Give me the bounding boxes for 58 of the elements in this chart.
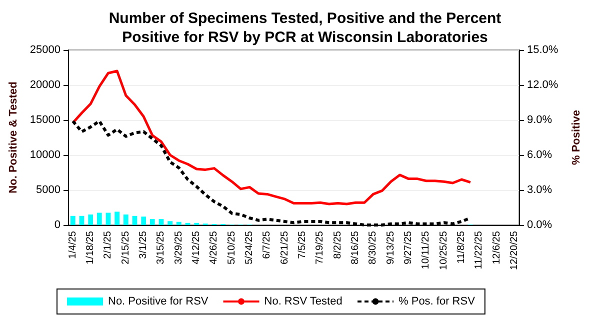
bar: [168, 221, 173, 225]
bar: [70, 216, 76, 225]
x-tick-label: 3/15/25: [156, 230, 167, 264]
bar: [123, 214, 128, 225]
x-tick-label: 4/12/25: [191, 230, 202, 264]
bar: [150, 219, 155, 225]
x-tick-label: 3/29/25: [173, 230, 184, 264]
x-tick-label: 2/15/25: [120, 230, 132, 264]
line-series: [72, 70, 472, 206]
bar: [79, 216, 84, 225]
bar: [158, 219, 164, 225]
x-tick-label: 9/27/25: [403, 230, 414, 264]
x-tick-label: 8/2/25: [332, 230, 344, 259]
bar: [114, 212, 120, 225]
x-tick-label: 1/4/25: [67, 230, 78, 259]
y2-tick-label: 12.0%: [527, 79, 558, 91]
y2-tick-label: 9.0%: [527, 114, 552, 126]
x-tick-label: 6/7/25: [262, 230, 273, 259]
x-tick-label: 9/13/25: [385, 230, 396, 264]
bar: [176, 222, 182, 225]
x-tick-label: 10/25/25: [438, 230, 450, 270]
x-tick-label: 1/18/25: [85, 230, 96, 264]
bar: [88, 214, 93, 225]
chart-title: Number of Specimens Tested, Positive and the Percent Positive for RSV by PCR at Wisconsin Laboratories: [108, 10, 502, 46]
y2-tick-label: 0.0%: [527, 219, 552, 231]
x-tick-label: 12/20/25: [509, 230, 520, 270]
x-tick-label: 2/1/25: [102, 230, 114, 259]
y-tick-label: 5000: [36, 184, 60, 196]
y-tick-label: 15000: [30, 114, 60, 126]
y-axis-title: No. Positive & Tested: [8, 82, 20, 194]
x-tick-label: 7/5/25: [297, 230, 308, 259]
legend-label: % Pos. for RSV: [398, 296, 476, 308]
x-tick-label: 5/24/25: [244, 230, 256, 264]
legend-label: No. Positive for RSV: [108, 296, 209, 308]
bar: [132, 216, 138, 225]
legend-label: No. RSV Tested: [264, 296, 342, 308]
y-tick-label: 10000: [30, 149, 60, 161]
x-tick-label: 5/10/25: [226, 230, 238, 264]
x-tick-label: 8/16/25: [350, 230, 362, 264]
y-tick-label: 0: [54, 219, 60, 231]
x-tick-label: 3/1/25: [138, 230, 150, 259]
x-tick-label: 11/22/25: [474, 230, 485, 270]
bar: [106, 212, 111, 225]
x-tick-label: 4/26/25: [208, 230, 220, 264]
y2-tick-label: 3.0%: [527, 184, 552, 196]
y2-axis-title: % Positive: [570, 110, 582, 166]
x-tick-label: 10/11/25: [420, 230, 432, 270]
y2-tick-label: 15.0%: [527, 44, 558, 56]
y-tick-label: 25000: [30, 44, 60, 56]
y2-tick-label: 6.0%: [527, 149, 552, 161]
bar: [141, 216, 146, 225]
x-tick-label: 11/8/25: [456, 230, 468, 264]
x-tick-label: 7/19/25: [314, 230, 326, 264]
y-tick-label: 20000: [30, 79, 60, 91]
x-tick-label: 8/30/25: [368, 230, 379, 264]
x-tick-label: 6/21/25: [279, 230, 290, 264]
bar: [96, 212, 102, 225]
x-tick-label: 12/6/25: [491, 230, 502, 264]
